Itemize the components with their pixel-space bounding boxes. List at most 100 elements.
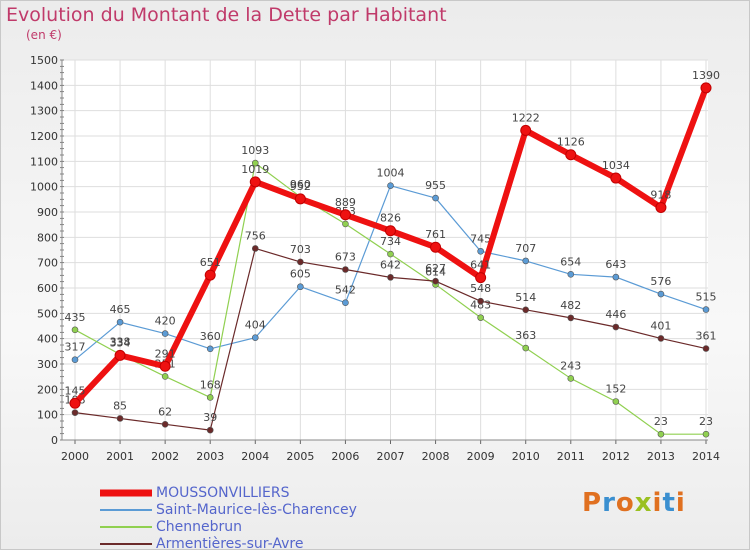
data-point bbox=[297, 258, 304, 266]
data-label: 548 bbox=[470, 282, 491, 295]
series-0: 145 334 291 651 1019 952 889 826 761 641 1222 1126 1… bbox=[65, 69, 720, 409]
data-point bbox=[387, 182, 394, 189]
data-label: 641 bbox=[470, 259, 491, 272]
data-point bbox=[251, 245, 259, 252]
y-tick-label: 400 bbox=[37, 333, 58, 346]
y-tick-label: 900 bbox=[37, 206, 58, 219]
data-label: 1004 bbox=[377, 167, 405, 180]
unit-label: (en €) bbox=[26, 28, 62, 42]
y-tick-label: 700 bbox=[37, 257, 58, 270]
data-point bbox=[161, 330, 169, 337]
legend-label: Armentières-sur-Avre bbox=[156, 535, 304, 552]
data-label: 756 bbox=[245, 229, 266, 242]
data-point bbox=[206, 345, 214, 353]
data-point bbox=[116, 318, 124, 326]
data-label: 62 bbox=[158, 405, 172, 418]
data-label: 39 bbox=[203, 411, 217, 424]
data-label: 1390 bbox=[692, 69, 720, 82]
y-tick-label: 200 bbox=[37, 383, 58, 396]
data-point bbox=[702, 345, 710, 352]
data-point bbox=[702, 306, 710, 313]
data-label: 542 bbox=[335, 284, 356, 297]
data-label: 960 bbox=[290, 178, 311, 191]
logo-letter: i bbox=[675, 488, 686, 518]
y-tick-label: 300 bbox=[37, 358, 58, 371]
data-point bbox=[342, 299, 349, 306]
data-label: 651 bbox=[200, 256, 221, 269]
x-tick-label: 2011 bbox=[557, 450, 585, 463]
data-label: 514 bbox=[515, 291, 536, 304]
logo-letter: t bbox=[662, 488, 676, 518]
x-tick-label: 2007 bbox=[377, 450, 405, 463]
data-point bbox=[522, 306, 530, 314]
y-tick-label: 0 bbox=[51, 434, 58, 447]
data-label: 85 bbox=[113, 399, 127, 412]
y-tick-label: 1400 bbox=[30, 79, 58, 92]
data-label: 643 bbox=[605, 258, 626, 271]
data-label: 243 bbox=[560, 359, 581, 372]
data-label: 446 bbox=[605, 308, 626, 321]
data-point bbox=[700, 82, 712, 94]
data-point bbox=[159, 360, 171, 372]
y-tick-label: 800 bbox=[37, 231, 58, 244]
data-label: 955 bbox=[425, 179, 446, 192]
data-point bbox=[114, 349, 126, 361]
logo-letter: o bbox=[615, 488, 635, 518]
y-tick-label: 500 bbox=[37, 307, 58, 320]
legend-item: Saint-Maurice-lès-Charencey bbox=[100, 501, 357, 518]
data-point bbox=[161, 420, 169, 428]
legend-label: Saint-Maurice-lès-Charencey bbox=[156, 501, 357, 518]
data-label: 23 bbox=[654, 415, 668, 428]
x-tick-label: 2013 bbox=[647, 450, 675, 463]
data-point bbox=[161, 373, 169, 380]
data-label: 465 bbox=[110, 303, 131, 316]
data-point bbox=[251, 334, 259, 341]
data-point bbox=[249, 176, 261, 188]
data-point bbox=[610, 172, 622, 184]
data-point bbox=[475, 272, 487, 284]
data-point bbox=[565, 149, 577, 161]
data-point bbox=[567, 314, 575, 322]
line-chart: 0 100 200 300 400 500 600 700 800 900 1000 1100 1200… bbox=[30, 54, 720, 463]
data-point bbox=[567, 271, 575, 278]
data-label: 338 bbox=[110, 335, 131, 348]
data-label: 317 bbox=[65, 341, 86, 354]
data-label: 1019 bbox=[241, 163, 269, 176]
data-label: 642 bbox=[380, 258, 401, 271]
data-point bbox=[387, 250, 394, 258]
data-point bbox=[522, 344, 530, 352]
data-point bbox=[657, 335, 665, 342]
x-tick-label: 2010 bbox=[512, 450, 540, 463]
data-label: 168 bbox=[200, 378, 221, 391]
data-label: 1126 bbox=[557, 136, 585, 149]
data-point bbox=[702, 430, 710, 438]
series-3: 1088562397567036736426275485144824464013… bbox=[65, 229, 717, 434]
legend-swatch-moussonvilliers bbox=[100, 489, 152, 496]
data-point bbox=[612, 323, 620, 331]
legend-swatch-chennebrun bbox=[100, 525, 152, 528]
data-label: 761 bbox=[425, 228, 446, 241]
logo-letter: r bbox=[602, 488, 616, 518]
data-label: 515 bbox=[696, 291, 717, 304]
y-tick-label: 1300 bbox=[30, 105, 58, 118]
data-label: 482 bbox=[560, 299, 581, 312]
data-label: 654 bbox=[560, 255, 581, 268]
data-point bbox=[567, 375, 575, 382]
data-point bbox=[294, 193, 306, 205]
legend-label: MOUSSONVILLIERS bbox=[156, 484, 290, 501]
data-point bbox=[522, 257, 530, 265]
x-tick-label: 2014 bbox=[692, 450, 720, 463]
data-point bbox=[385, 225, 396, 237]
x-tick-label: 2002 bbox=[151, 450, 179, 463]
data-point bbox=[69, 397, 81, 409]
legend-item: Armentières-sur-Avre bbox=[100, 535, 357, 552]
legend-item: MOUSSONVILLIERS bbox=[100, 484, 357, 501]
data-label: 1093 bbox=[241, 144, 269, 157]
data-label: 627 bbox=[425, 262, 446, 275]
y-tick-label: 1100 bbox=[30, 155, 58, 168]
logo-letter: i bbox=[652, 488, 663, 518]
x-tick-label: 2004 bbox=[241, 450, 269, 463]
x-tick-label: 2001 bbox=[106, 450, 134, 463]
data-point bbox=[477, 314, 484, 321]
data-point bbox=[657, 290, 665, 298]
